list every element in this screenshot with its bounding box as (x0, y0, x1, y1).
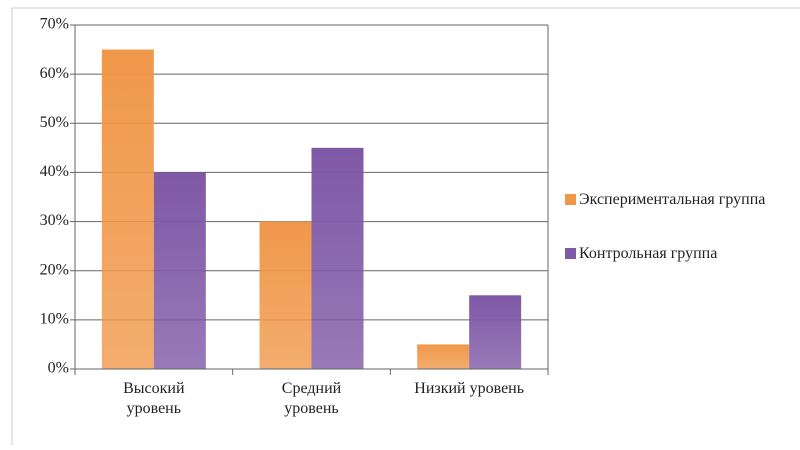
legend-label: Экспериментальная группа (579, 191, 766, 208)
y-tick-label: 10% (40, 311, 69, 328)
bar (417, 344, 470, 369)
bar (259, 221, 312, 369)
y-tick-label: 20% (40, 261, 69, 278)
y-tick-label: 60% (40, 65, 69, 82)
bar (101, 49, 154, 369)
y-tick-label: 40% (40, 163, 69, 180)
x-tick-label: Средний уровень (281, 380, 342, 417)
x-tick-label: Высокий уровень (123, 380, 185, 417)
legend-label: Контрольная группа (579, 245, 718, 262)
legend-swatch (565, 248, 576, 259)
bar (311, 147, 364, 369)
y-tick-label: 0% (48, 360, 69, 377)
bar (153, 172, 206, 369)
y-tick-label: 30% (40, 212, 69, 229)
legend-swatch (565, 194, 576, 205)
bar (469, 295, 522, 369)
legend-entry: Экспериментальная группа (565, 190, 779, 209)
x-tick-label: Низкий уровень (414, 380, 525, 397)
y-tick-label: 70% (40, 16, 69, 33)
y-tick-label: 50% (40, 114, 69, 131)
legend-entry: Контрольная группа (565, 244, 779, 263)
